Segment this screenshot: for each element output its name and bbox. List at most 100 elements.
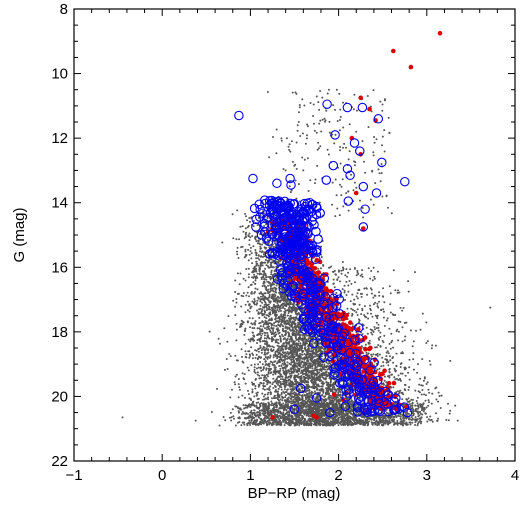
field-star-point bbox=[235, 339, 238, 342]
field-star-point bbox=[240, 294, 243, 297]
field-star-point bbox=[210, 411, 213, 413]
field-star-point bbox=[236, 253, 239, 256]
field-star-point bbox=[272, 356, 275, 359]
field-star-point bbox=[300, 372, 302, 374]
field-star-point bbox=[331, 390, 334, 393]
field-star-point bbox=[270, 326, 273, 329]
field-star-point bbox=[258, 377, 261, 380]
field-star-point bbox=[279, 356, 282, 359]
field-star-point bbox=[267, 349, 270, 352]
field-star-point bbox=[286, 314, 289, 317]
field-star-point bbox=[304, 349, 307, 351]
field-star-point bbox=[260, 261, 263, 264]
field-star-point bbox=[273, 364, 276, 367]
field-star-point bbox=[285, 352, 288, 355]
field-star-point bbox=[243, 373, 246, 376]
field-star-point bbox=[251, 300, 254, 303]
field-star-point bbox=[257, 257, 259, 260]
field-star-point bbox=[267, 308, 270, 311]
field-star-point bbox=[256, 367, 258, 370]
field-star-point bbox=[261, 332, 264, 335]
field-star-point bbox=[293, 407, 296, 410]
field-star-point bbox=[251, 388, 254, 391]
field-star-point bbox=[311, 367, 314, 370]
field-star-point bbox=[274, 317, 277, 320]
field-star-point bbox=[280, 383, 282, 386]
field-star-point bbox=[288, 370, 291, 373]
field-star-point bbox=[392, 386, 395, 389]
field-star-point bbox=[241, 355, 243, 358]
field-star-point bbox=[295, 360, 298, 362]
field-star-point bbox=[241, 394, 244, 397]
field-star-point bbox=[249, 220, 251, 223]
field-star-point bbox=[411, 398, 414, 401]
field-star-point bbox=[396, 420, 399, 422]
field-star-point bbox=[260, 310, 263, 313]
field-star-point bbox=[299, 342, 302, 345]
field-star-point bbox=[240, 322, 243, 325]
field-star-point bbox=[288, 372, 291, 375]
field-star-point bbox=[279, 381, 282, 383]
field-star-point bbox=[295, 312, 297, 315]
field-star-point bbox=[253, 366, 256, 369]
field-star-point bbox=[269, 300, 272, 303]
field-star-point bbox=[306, 373, 309, 376]
field-star-point bbox=[259, 340, 262, 343]
field-star-point bbox=[238, 238, 240, 241]
field-star-point bbox=[271, 361, 274, 364]
field-star-point bbox=[302, 366, 305, 368]
field-star-point bbox=[414, 424, 416, 426]
field-star-point bbox=[245, 215, 247, 218]
field-star-point bbox=[292, 353, 295, 356]
field-star-point bbox=[387, 364, 390, 367]
field-star-point bbox=[260, 377, 262, 379]
field-star-point bbox=[264, 393, 267, 396]
field-star-point bbox=[302, 386, 304, 389]
field-star-point bbox=[259, 304, 262, 307]
field-star-point bbox=[285, 322, 288, 325]
field-star-point bbox=[260, 255, 263, 258]
field-star-point bbox=[248, 232, 251, 235]
field-star-point bbox=[276, 309, 279, 311]
field-star-point bbox=[454, 404, 457, 407]
field-star-point bbox=[253, 273, 256, 276]
field-star-point bbox=[282, 402, 285, 405]
field-star-point bbox=[263, 316, 266, 319]
field-star-point bbox=[341, 288, 344, 291]
field-star-point bbox=[267, 356, 270, 358]
field-star-point bbox=[264, 385, 267, 388]
field-star-point bbox=[307, 337, 310, 340]
field-star-point bbox=[251, 317, 254, 320]
field-star-point bbox=[365, 351, 368, 354]
field-star-point bbox=[224, 419, 227, 422]
field-star-point bbox=[307, 356, 310, 359]
field-star-point bbox=[261, 250, 264, 253]
field-star-point bbox=[258, 316, 261, 319]
field-star-point bbox=[280, 310, 282, 312]
field-star-point bbox=[267, 396, 269, 399]
field-star-point bbox=[249, 284, 252, 286]
field-star-point bbox=[237, 383, 240, 386]
field-star-point bbox=[269, 391, 272, 394]
field-star-point bbox=[294, 374, 297, 377]
field-star-point bbox=[280, 388, 283, 391]
field-star-point bbox=[313, 358, 316, 361]
field-star-point bbox=[410, 416, 413, 419]
field-star-point bbox=[297, 332, 300, 335]
field-star-point bbox=[217, 337, 220, 340]
field-star-point bbox=[255, 254, 258, 257]
field-star-point bbox=[279, 378, 282, 381]
field-star-point bbox=[407, 397, 410, 400]
field-star-point bbox=[269, 288, 272, 290]
field-star-point bbox=[254, 279, 257, 282]
field-star-point bbox=[241, 360, 244, 363]
field-star-point bbox=[232, 237, 235, 240]
field-star-point bbox=[311, 355, 314, 358]
field-star-point bbox=[248, 217, 251, 219]
field-star-point bbox=[309, 350, 312, 353]
field-star-point bbox=[296, 374, 299, 377]
field-star-point bbox=[281, 333, 283, 336]
field-star-point bbox=[243, 329, 246, 332]
field-star-point bbox=[265, 328, 268, 331]
field-star-point bbox=[323, 363, 326, 366]
